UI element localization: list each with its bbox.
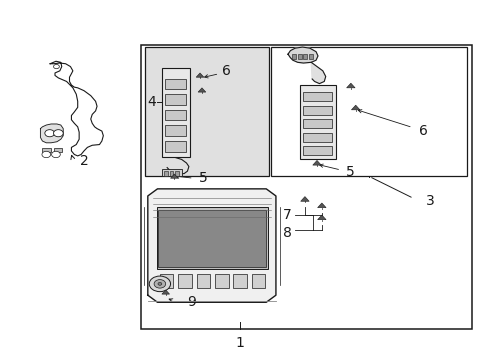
Bar xyxy=(175,171,179,176)
Bar xyxy=(53,148,62,152)
Polygon shape xyxy=(346,83,354,88)
Polygon shape xyxy=(317,203,325,208)
Bar xyxy=(303,93,331,101)
Text: 5: 5 xyxy=(345,165,353,179)
Bar xyxy=(160,274,173,288)
Text: 7: 7 xyxy=(283,208,291,222)
Text: 2: 2 xyxy=(80,153,88,167)
Bar xyxy=(308,54,312,59)
Circle shape xyxy=(53,130,63,137)
Polygon shape xyxy=(147,189,275,302)
Bar xyxy=(165,141,186,152)
Bar xyxy=(303,54,307,59)
Bar xyxy=(165,78,186,89)
Bar xyxy=(291,54,295,59)
Bar xyxy=(169,171,173,176)
Polygon shape xyxy=(170,174,178,178)
Bar xyxy=(303,146,331,155)
Bar xyxy=(233,274,246,288)
Bar xyxy=(270,47,466,176)
Circle shape xyxy=(45,130,54,137)
Polygon shape xyxy=(310,62,325,84)
Bar xyxy=(178,274,191,288)
Text: 3: 3 xyxy=(425,194,434,208)
Text: 6: 6 xyxy=(418,124,427,138)
Bar xyxy=(297,54,301,59)
Text: 8: 8 xyxy=(283,226,291,240)
Bar xyxy=(145,47,268,176)
Polygon shape xyxy=(287,47,317,63)
Polygon shape xyxy=(312,161,321,165)
Bar xyxy=(215,274,228,288)
Circle shape xyxy=(154,280,165,288)
Bar xyxy=(300,85,336,159)
Bar xyxy=(303,106,331,115)
Bar xyxy=(158,210,265,267)
Bar xyxy=(165,94,186,105)
Text: 5: 5 xyxy=(199,171,207,185)
Circle shape xyxy=(158,283,162,285)
Polygon shape xyxy=(317,215,325,220)
Bar xyxy=(165,125,186,136)
Circle shape xyxy=(52,151,60,158)
Polygon shape xyxy=(351,105,359,110)
Bar xyxy=(303,120,331,128)
Bar xyxy=(251,274,265,288)
Polygon shape xyxy=(196,73,203,77)
Text: 6: 6 xyxy=(221,64,230,78)
Circle shape xyxy=(42,151,51,158)
Bar xyxy=(42,148,51,152)
Text: 9: 9 xyxy=(186,295,195,309)
Bar xyxy=(156,207,267,269)
Circle shape xyxy=(149,276,170,292)
Polygon shape xyxy=(162,290,169,294)
Polygon shape xyxy=(50,61,103,156)
Circle shape xyxy=(53,64,59,69)
Polygon shape xyxy=(41,124,63,143)
Bar xyxy=(165,110,186,121)
Bar xyxy=(162,68,190,157)
Text: 1: 1 xyxy=(235,336,244,350)
Bar xyxy=(162,168,181,176)
Bar xyxy=(303,133,331,142)
Bar xyxy=(163,171,167,176)
Bar xyxy=(196,274,210,288)
Text: 4: 4 xyxy=(147,95,156,109)
Bar xyxy=(140,45,471,329)
Polygon shape xyxy=(300,197,308,201)
Polygon shape xyxy=(198,88,205,92)
